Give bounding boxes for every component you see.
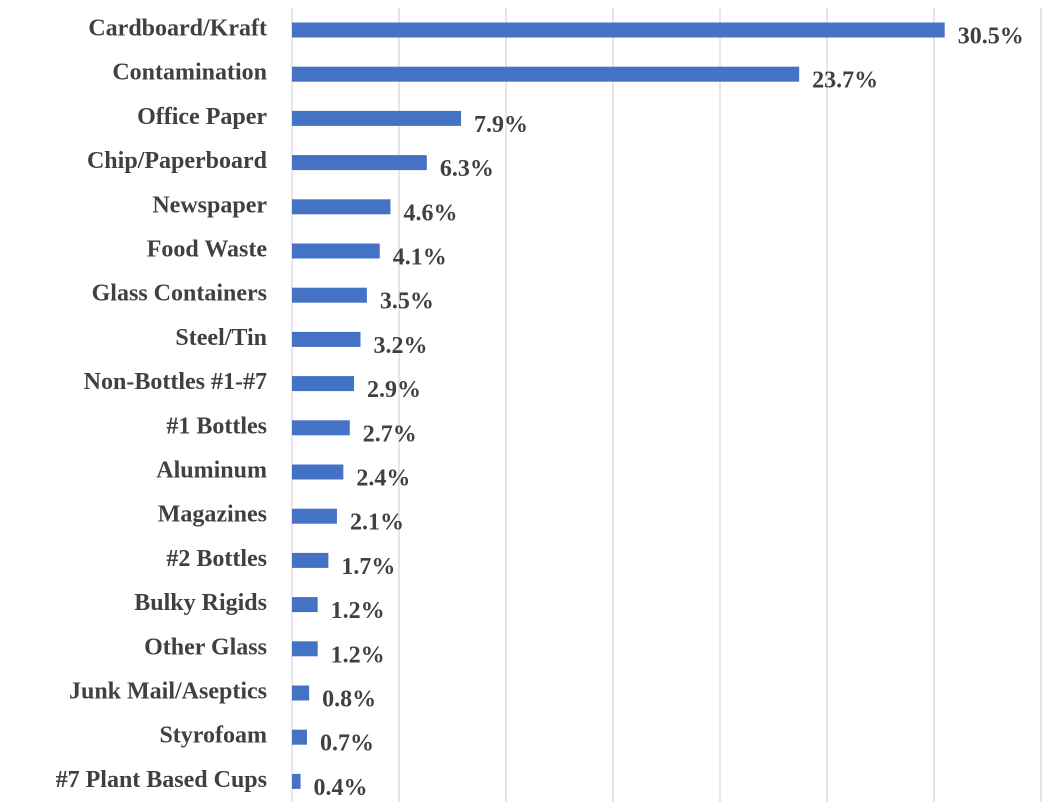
y-tick-label: Food Waste — [147, 237, 268, 263]
y-tick-label: Office Paper — [137, 104, 267, 130]
bar — [292, 464, 344, 480]
y-tick-label: Newspaper — [152, 192, 267, 218]
y-tick-label: #7 Plant Based Cups — [56, 767, 267, 793]
value-label: 6.3% — [440, 156, 494, 182]
bar — [292, 729, 307, 745]
bar — [292, 22, 945, 38]
value-label: 0.4% — [314, 775, 368, 801]
bar — [292, 155, 427, 171]
y-tick-label: Steel/Tin — [175, 325, 267, 351]
value-label: 2.1% — [350, 510, 404, 536]
value-label: 0.7% — [320, 731, 374, 757]
bar — [292, 376, 355, 392]
bar — [292, 66, 800, 82]
bar — [292, 597, 318, 613]
y-tick-label: Glass Containers — [92, 281, 267, 307]
bar — [292, 243, 380, 259]
y-tick-label: #2 Bottles — [166, 546, 267, 572]
y-tick-label: Other Glass — [144, 634, 267, 660]
y-tick-label: Cardboard/Kraft — [88, 16, 267, 42]
value-label: 23.7% — [812, 68, 878, 94]
value-label: 1.2% — [331, 642, 385, 668]
y-tick-label: Styrofoam — [159, 723, 267, 749]
value-label: 4.1% — [393, 245, 447, 271]
value-label: 30.5% — [958, 24, 1024, 50]
y-tick-label: Bulky Rigids — [134, 590, 267, 616]
y-tick-label: Non-Bottles #1-#7 — [84, 369, 267, 395]
value-label: 7.9% — [474, 112, 528, 138]
bar — [292, 685, 310, 701]
value-label: 1.2% — [331, 598, 385, 624]
y-tick-label: Chip/Paperboard — [87, 148, 268, 174]
bar — [292, 552, 329, 568]
bar — [292, 287, 367, 303]
y-tick-label: Aluminum — [156, 458, 267, 484]
value-label: 1.7% — [341, 554, 395, 580]
bar — [292, 773, 301, 789]
value-label: 3.5% — [380, 289, 434, 315]
bar — [292, 420, 350, 436]
value-label: 4.6% — [403, 200, 457, 226]
value-label: 2.9% — [367, 377, 421, 403]
y-tick-label: Contamination — [112, 60, 267, 86]
value-label: 2.4% — [356, 466, 410, 492]
y-tick-label: Magazines — [158, 502, 267, 528]
value-label: 3.2% — [373, 333, 427, 359]
y-tick-label: Junk Mail/Aseptics — [69, 679, 267, 705]
bar — [292, 199, 391, 215]
value-label: 2.7% — [363, 421, 417, 447]
bar — [292, 331, 361, 347]
value-label: 0.8% — [322, 687, 376, 713]
bar — [292, 110, 462, 126]
y-tick-label: #1 Bottles — [166, 413, 267, 439]
bar — [292, 508, 337, 524]
bar — [292, 641, 318, 657]
